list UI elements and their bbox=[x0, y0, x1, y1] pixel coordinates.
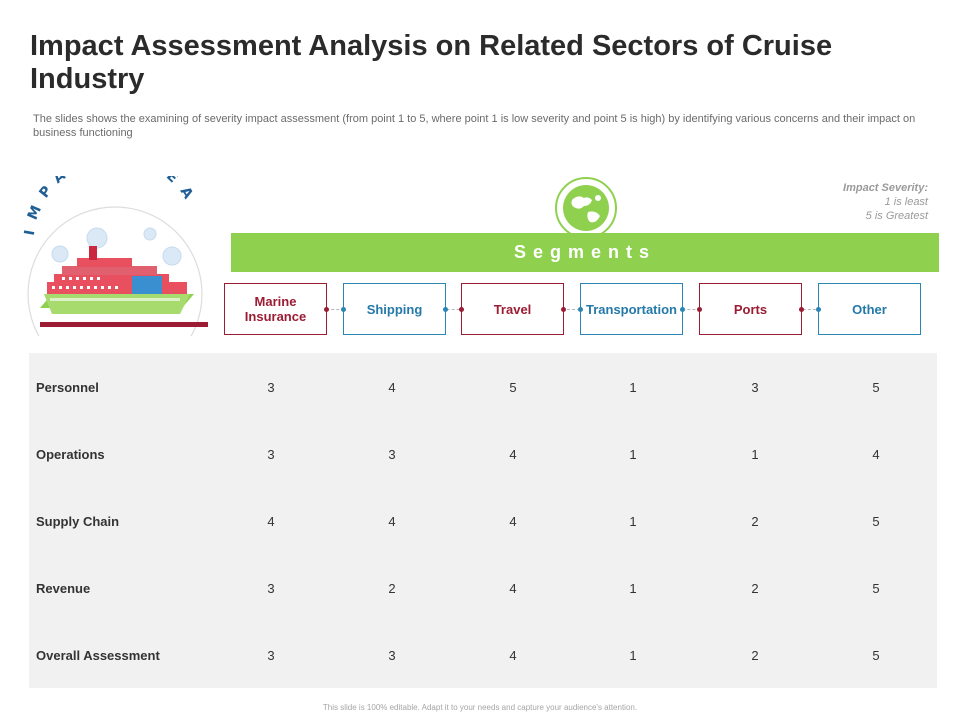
segment-shipping: Shipping bbox=[341, 283, 448, 335]
segment-label: Shipping bbox=[366, 301, 423, 317]
connector-dot bbox=[459, 307, 464, 312]
legend-line-least: 1 is least bbox=[884, 196, 928, 208]
table-cell: 4 bbox=[509, 581, 517, 596]
table-cell: 4 bbox=[509, 648, 517, 663]
table-row-personnel: Personnel 3 4 5 1 3 5 bbox=[29, 378, 937, 398]
table-cell: 4 bbox=[509, 514, 517, 529]
segment-marine-insurance: Marine Insurance bbox=[224, 283, 329, 335]
table-cell: 3 bbox=[267, 581, 275, 596]
table-cell: 5 bbox=[509, 380, 517, 395]
table-cell: 1 bbox=[629, 447, 637, 462]
table-cell: 4 bbox=[388, 514, 396, 529]
page-title: Impact Assessment Analysis on Related Se… bbox=[30, 30, 833, 95]
page-subtitle: The slides shows the examining of severi… bbox=[33, 113, 916, 139]
segment-ports: Ports bbox=[697, 283, 804, 335]
legend-title: Impact Severity: bbox=[843, 182, 928, 194]
table-cell: 3 bbox=[388, 648, 396, 663]
connector-dot bbox=[697, 307, 702, 312]
row-label: Revenue bbox=[36, 581, 91, 596]
row-label: Supply Chain bbox=[36, 514, 120, 529]
segments-banner: Segments bbox=[231, 233, 939, 272]
table-cell: 2 bbox=[751, 514, 759, 529]
table-row-revenue: Revenue 3 2 4 1 2 5 bbox=[29, 579, 937, 599]
impact-area-label: IMPACT AREA bbox=[22, 176, 191, 237]
table-cell: 4 bbox=[509, 447, 517, 462]
table-cell: 4 bbox=[388, 380, 396, 395]
segment-travel: Travel bbox=[459, 283, 566, 335]
legend-line-greatest: 5 is Greatest bbox=[865, 210, 928, 222]
table-cell: 2 bbox=[751, 648, 759, 663]
connector-dot bbox=[578, 307, 583, 312]
segments-connector-line bbox=[276, 309, 876, 310]
impact-severity-legend: Impact Severity: 1 is least 5 is Greates… bbox=[843, 181, 928, 223]
table-cell: 3 bbox=[267, 380, 275, 395]
connector-dot bbox=[443, 307, 448, 312]
row-label: Overall Assessment bbox=[36, 648, 160, 663]
connector-dot bbox=[680, 307, 685, 312]
assessment-table: Personnel 3 4 5 1 3 5 Operations 3 3 4 1… bbox=[29, 353, 937, 688]
slide-footer: This slide is 100% editable. Adapt it to… bbox=[322, 703, 638, 712]
table-cell: 1 bbox=[629, 514, 637, 529]
row-label: Personnel bbox=[36, 380, 99, 395]
svg-text:IMPACT AREA: IMPACT AREA bbox=[22, 176, 201, 237]
table-row-overall-assessment: Overall Assessment 3 3 4 1 2 5 bbox=[29, 646, 937, 666]
table-cell: 5 bbox=[872, 380, 880, 395]
table-cell: 3 bbox=[267, 648, 275, 663]
row-label: Operations bbox=[36, 447, 105, 462]
segment-label: Marine Insurance bbox=[244, 294, 307, 324]
connector-dot bbox=[324, 307, 329, 312]
ship-drawing bbox=[40, 246, 208, 327]
table-cell: 5 bbox=[872, 581, 880, 596]
connector-dot bbox=[799, 307, 804, 312]
segment-label: Ports bbox=[733, 301, 768, 317]
segment-label: Other bbox=[852, 301, 887, 317]
table-row-operations: Operations 3 3 4 1 1 4 bbox=[29, 445, 937, 465]
impact-area-graphic: IMPACT AREA bbox=[22, 176, 212, 336]
connector-dot bbox=[561, 307, 566, 312]
table-cell: 4 bbox=[872, 447, 880, 462]
table-cell: 2 bbox=[388, 581, 396, 596]
table-cell: 2 bbox=[751, 581, 759, 596]
table-cell: 1 bbox=[629, 581, 637, 596]
segment-label: Travel bbox=[493, 301, 532, 317]
table-cell: 3 bbox=[751, 380, 759, 395]
segment-other: Other bbox=[816, 283, 921, 335]
table-cell: 1 bbox=[629, 648, 637, 663]
table-cell: 3 bbox=[267, 447, 275, 462]
table-cell: 1 bbox=[751, 447, 759, 462]
segment-transportation: Transportation bbox=[578, 283, 685, 335]
segment-label: Transportation bbox=[585, 301, 677, 317]
table-cell: 1 bbox=[629, 380, 637, 395]
table-cell: 3 bbox=[388, 447, 396, 462]
table-cell: 5 bbox=[872, 514, 880, 529]
globe-icon bbox=[554, 176, 618, 240]
table-cell: 5 bbox=[872, 648, 880, 663]
connector-dot bbox=[816, 307, 821, 312]
table-row-supply-chain: Supply Chain 4 4 4 1 2 5 bbox=[29, 512, 937, 532]
table-cell: 4 bbox=[267, 514, 275, 529]
cruise-ship-icon: IMPACT AREA bbox=[22, 176, 208, 336]
connector-dot bbox=[341, 307, 346, 312]
